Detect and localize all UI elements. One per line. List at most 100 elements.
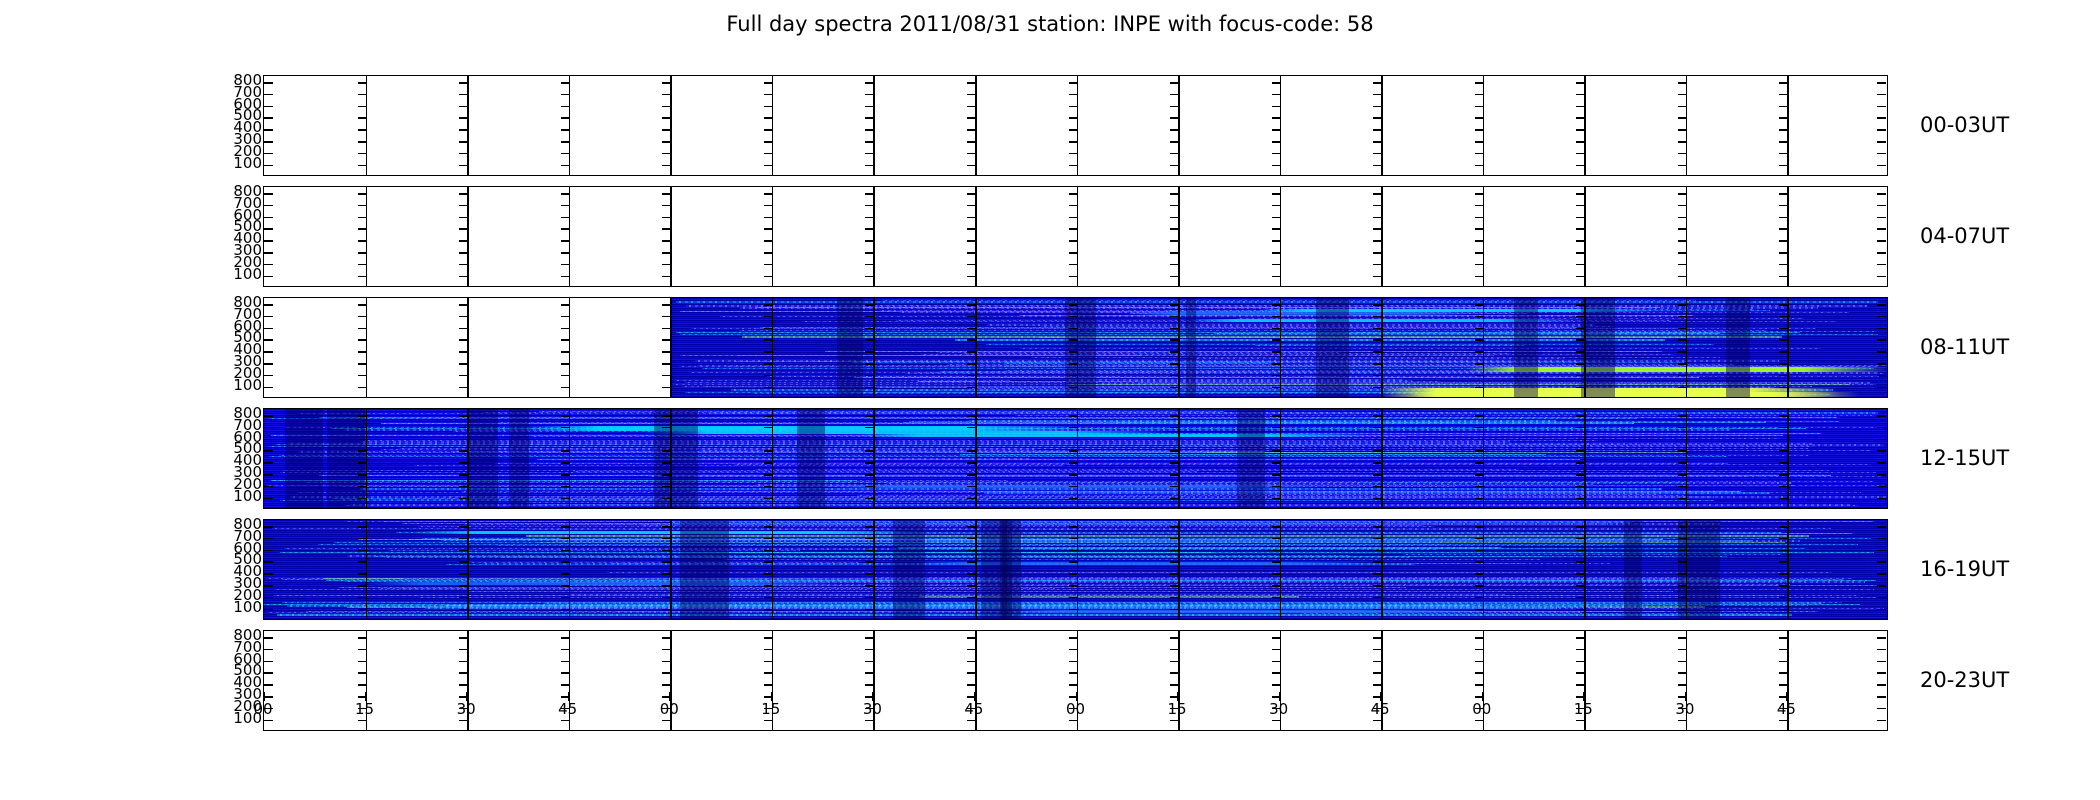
- y-tick-mark: [560, 684, 570, 686]
- grid-line-vertical: [1076, 520, 1079, 619]
- y-tick-mark: [966, 93, 976, 96]
- data-gap: [285, 409, 323, 508]
- y-tick-mark: [763, 193, 773, 195]
- grid-line-vertical: [1685, 298, 1688, 397]
- y-tick-mark: [1373, 82, 1383, 84]
- data-gap: [1725, 298, 1751, 397]
- grid-line-vertical: [1787, 76, 1790, 175]
- y-tick-mark: [763, 363, 773, 365]
- y-tick-mark: [560, 82, 570, 84]
- y-tick-mark: [264, 684, 273, 686]
- y-tick-mark: [1373, 660, 1383, 663]
- y-tick-mark: [966, 660, 976, 663]
- x-tick-label: 00: [659, 700, 679, 718]
- y-tick-mark: [264, 696, 273, 698]
- y-tick-mark: [264, 363, 273, 365]
- y-tick-mark: [966, 263, 976, 266]
- y-tick-mark: [1068, 82, 1078, 84]
- y-tick-mark: [264, 374, 273, 377]
- y-tick-mark: [1677, 105, 1687, 108]
- y-tick-mark: [1779, 141, 1789, 143]
- y-tick-mark: [1779, 719, 1789, 722]
- grid-line-vertical: [1381, 631, 1383, 730]
- x-tick-label: 45: [1370, 700, 1390, 718]
- y-tick-mark: [357, 485, 367, 488]
- y-tick-mark: [1779, 438, 1789, 441]
- y-tick-mark: [865, 275, 875, 278]
- y-tick-mark: [1373, 426, 1383, 429]
- y-tick-mark: [357, 474, 367, 476]
- y-tick-mark: [1271, 684, 1281, 686]
- y-tick-mark: [966, 363, 976, 365]
- x-tick-mark: [1583, 692, 1585, 701]
- x-tick-label: 30: [1269, 700, 1289, 718]
- y-tick-mark: [459, 117, 469, 119]
- y-tick-mark: [1068, 152, 1078, 155]
- y-tick-mark: [966, 596, 976, 599]
- y-tick-mark: [1474, 228, 1484, 230]
- y-tick-mark: [264, 648, 273, 651]
- y-tick-mark: [1677, 648, 1687, 651]
- grid-line-vertical: [1685, 631, 1688, 730]
- y-tick-mark: [1373, 374, 1383, 377]
- grid-line-vertical: [771, 187, 774, 286]
- y-tick-mark: [1474, 363, 1484, 365]
- y-tick-mark: [865, 327, 875, 330]
- y-tick-mark: [1068, 526, 1078, 528]
- y-tick-mark: [1271, 240, 1281, 242]
- y-tick-mark: [1779, 485, 1789, 488]
- y-tick-mark: [1373, 193, 1383, 195]
- grid-line-vertical: [873, 409, 875, 508]
- y-tick-mark: [357, 327, 367, 330]
- y-tick-mark: [763, 164, 773, 167]
- y-tick-mark: [1877, 537, 1886, 540]
- y-tick-mark: [1576, 386, 1586, 389]
- y-tick-mark: [865, 129, 875, 131]
- y-tick-mark: [966, 648, 976, 651]
- x-tick-mark: [669, 692, 671, 701]
- y-tick-mark: [1068, 415, 1078, 417]
- y-tick-mark: [1068, 426, 1078, 429]
- y-tick-mark: [1576, 339, 1586, 341]
- y-tick-label: 600: [233, 427, 262, 446]
- y-tick-mark: [662, 485, 672, 488]
- y-tick-mark: [966, 485, 976, 488]
- data-gap: [1065, 298, 1096, 397]
- y-tick-label: 300: [233, 463, 262, 481]
- y-tick-mark: [1576, 485, 1586, 488]
- y-tick-mark: [1474, 573, 1484, 575]
- y-tick-mark: [1271, 660, 1281, 663]
- y-tick-mark: [763, 549, 773, 552]
- y-tick-mark: [560, 129, 570, 131]
- data-gap: [980, 520, 1007, 619]
- y-tick-mark: [1576, 450, 1586, 452]
- y-tick-mark: [264, 415, 273, 417]
- y-tick-mark: [1068, 304, 1078, 306]
- y-tick-mark: [1877, 164, 1886, 167]
- y-tick-mark: [1271, 263, 1281, 266]
- y-tick-mark: [459, 304, 469, 306]
- grid-line-vertical: [1076, 409, 1079, 508]
- y-tick-label: 700: [233, 193, 262, 212]
- y-tick-mark: [459, 129, 469, 131]
- y-tick-mark: [1170, 719, 1180, 722]
- y-tick-mark: [865, 537, 875, 540]
- y-tick-mark: [1677, 672, 1687, 674]
- y-tick-mark: [357, 275, 367, 278]
- y-tick-mark: [662, 129, 672, 131]
- y-tick-mark: [1373, 304, 1383, 306]
- y-tick-mark: [1373, 363, 1383, 365]
- y-tick-mark: [1373, 719, 1383, 722]
- y-tick-mark: [560, 596, 570, 599]
- y-tick-mark: [865, 193, 875, 195]
- grid-line-vertical: [568, 409, 571, 508]
- y-tick-mark: [560, 672, 570, 674]
- y-tick-mark: [560, 450, 570, 452]
- y-tick-mark: [865, 263, 875, 266]
- y-tick-mark: [1271, 374, 1281, 377]
- y-tick-mark: [865, 660, 875, 663]
- y-tick-mark: [966, 719, 976, 722]
- y-tick-mark: [1474, 719, 1484, 722]
- y-tick-mark: [1474, 263, 1484, 266]
- grid-line-vertical: [1787, 298, 1790, 397]
